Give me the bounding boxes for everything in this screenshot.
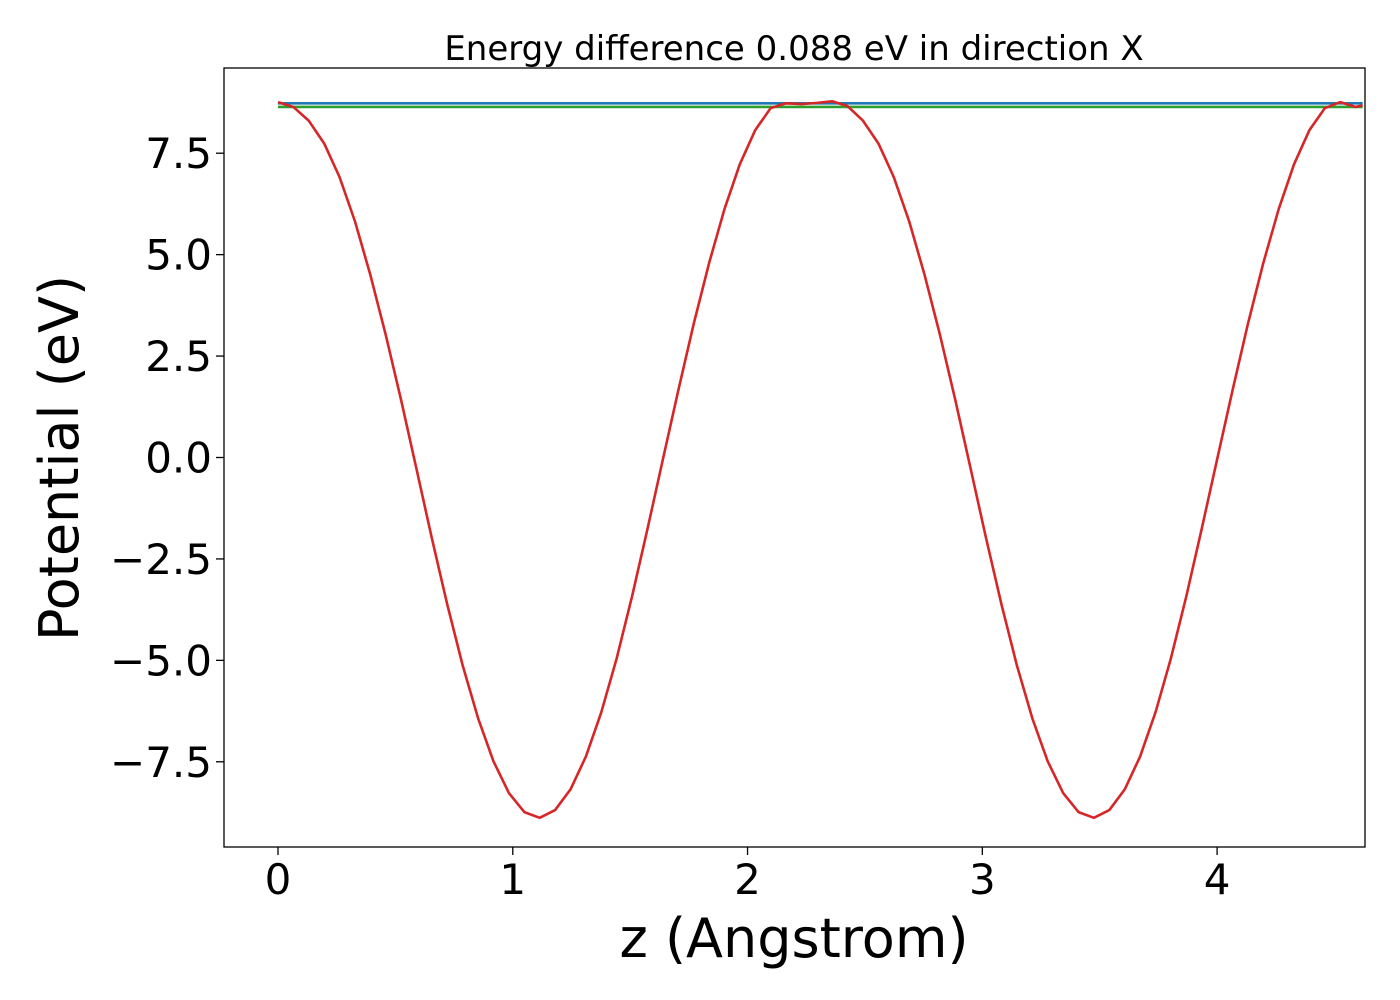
x-axis: 0 1 2 3 4	[265, 847, 1231, 904]
x-tick-label: 2	[734, 855, 761, 904]
y-tick-label: 2.5	[145, 332, 212, 381]
y-axis-label: Potential (eV)	[28, 275, 91, 641]
y-axis: 7.5 5.0 2.5 0.0 −2.5 −5.0 −7.5	[110, 129, 224, 787]
x-tick-label: 3	[969, 855, 996, 904]
y-tick-label: 0.0	[145, 434, 212, 483]
y-tick-label: 7.5	[145, 129, 212, 178]
x-axis-label: z (Angstrom)	[619, 907, 968, 970]
x-tick-label: 4	[1204, 855, 1231, 904]
series-line-2	[277, 99, 1363, 820]
y-tick-label: −2.5	[110, 535, 212, 584]
chart-title: Energy difference 0.088 eV in direction …	[444, 29, 1143, 69]
x-tick-label: 0	[265, 855, 292, 904]
series-layer	[277, 99, 1363, 820]
y-tick-label: 5.0	[145, 231, 212, 280]
y-tick-label: −7.5	[110, 738, 212, 787]
y-tick-label: −5.0	[110, 636, 212, 685]
x-tick-label: 1	[499, 855, 526, 904]
